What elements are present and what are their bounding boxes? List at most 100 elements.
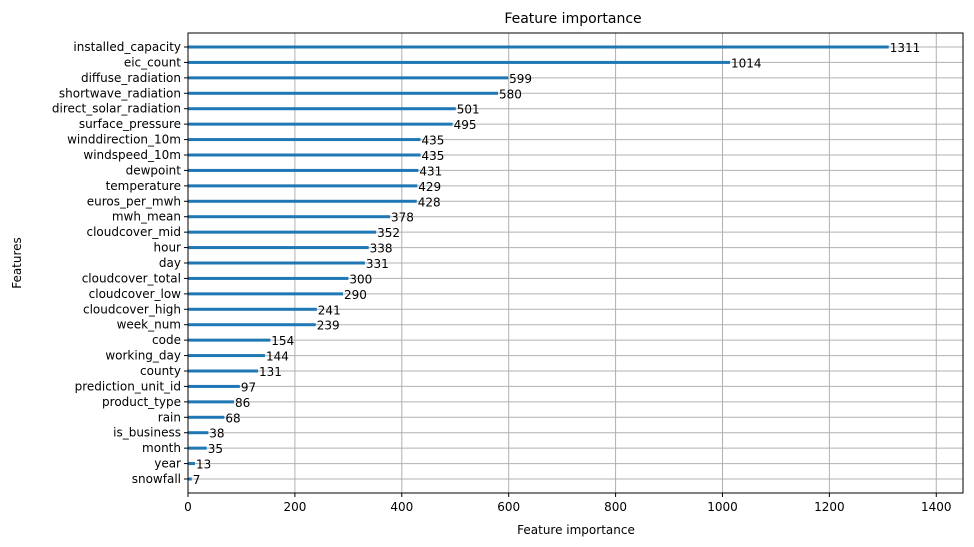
- y-axis-title: Features: [10, 237, 24, 289]
- bar: [188, 431, 209, 435]
- y-tick-label: working_day: [105, 349, 181, 363]
- y-tick-label: county: [140, 364, 181, 378]
- data-label: 429: [418, 180, 441, 194]
- data-label: 13: [196, 458, 211, 472]
- y-tick-label: month: [142, 441, 181, 455]
- y-tick-label: euros_per_mwh: [87, 194, 181, 208]
- bar: [188, 215, 391, 219]
- x-tick-label: 600: [497, 500, 520, 514]
- y-tick-label: is_business: [113, 426, 181, 440]
- data-label: 1014: [731, 56, 762, 70]
- bar: [188, 369, 259, 373]
- bar: [188, 199, 417, 203]
- y-tick-label: surface_pressure: [79, 117, 181, 131]
- data-label: 378: [391, 211, 414, 225]
- bar: [188, 384, 240, 388]
- bar: [188, 91, 498, 95]
- x-axis-title: Feature importance: [517, 523, 635, 537]
- chart-title: Feature importance: [504, 11, 641, 27]
- y-tick-label: cloudcover_total: [82, 271, 181, 285]
- data-label: 580: [499, 87, 522, 101]
- bar: [188, 462, 195, 466]
- data-label: 131: [259, 365, 282, 379]
- data-label: 1311: [890, 41, 921, 55]
- data-labels: 1311101459958050149543543543142942837835…: [193, 41, 921, 487]
- data-label: 431: [419, 164, 442, 178]
- bar: [188, 230, 377, 234]
- x-tick-label: 0: [184, 500, 192, 514]
- data-label: 86: [235, 396, 250, 410]
- bar: [188, 168, 419, 172]
- x-tick-label: 400: [390, 500, 413, 514]
- bar: [188, 292, 343, 296]
- bar: [188, 323, 316, 327]
- bar: [188, 400, 234, 404]
- data-label: 435: [422, 134, 445, 148]
- data-label: 428: [418, 195, 441, 209]
- y-tick-label: rain: [158, 410, 181, 424]
- bar: [188, 261, 365, 265]
- bar: [188, 307, 317, 311]
- bar: [188, 415, 225, 419]
- y-tick-label: eic_count: [124, 55, 181, 69]
- data-label: 290: [344, 288, 367, 302]
- y-tick-label: product_type: [102, 395, 181, 409]
- bar: [188, 153, 421, 157]
- bar: [188, 184, 418, 188]
- bar: [188, 338, 271, 342]
- bar: [188, 60, 730, 64]
- plot-frame: [187, 32, 964, 494]
- y-tick-label: prediction_unit_id: [75, 379, 181, 393]
- y-tick-label: winddirection_10m: [67, 133, 181, 147]
- bar: [188, 246, 369, 250]
- bar: [188, 477, 192, 481]
- data-label: 338: [370, 242, 393, 256]
- y-tick-label: mwh_mean: [112, 210, 181, 224]
- data-label: 144: [266, 350, 289, 364]
- y-tick-label: installed_capacity: [73, 40, 181, 54]
- y-tick-label: cloudcover_high: [83, 302, 181, 316]
- y-tick-label: dewpoint: [126, 163, 182, 177]
- data-label: 97: [241, 380, 256, 394]
- data-label: 241: [318, 303, 341, 317]
- data-label: 300: [349, 272, 372, 286]
- bar: [188, 107, 456, 111]
- data-label: 331: [366, 257, 389, 271]
- x-tick-label: 1200: [814, 500, 845, 514]
- x-tick-label: 200: [283, 500, 306, 514]
- y-tick-label: hour: [154, 241, 182, 255]
- bar: [188, 45, 889, 49]
- y-tick-label: week_num: [117, 318, 181, 332]
- data-label: 599: [509, 72, 532, 86]
- data-label: 352: [377, 226, 400, 240]
- x-tick-label: 800: [604, 500, 627, 514]
- bar: [188, 276, 349, 280]
- y-tick-label: day: [159, 256, 181, 270]
- bar: [188, 446, 207, 450]
- bar: [188, 76, 509, 80]
- data-label: 38: [209, 427, 224, 441]
- x-tick-label: 1000: [707, 500, 738, 514]
- bars: [188, 45, 889, 481]
- x-tick-label: 1400: [921, 500, 952, 514]
- data-label: 35: [208, 442, 223, 456]
- data-label: 154: [271, 334, 294, 348]
- data-label: 68: [225, 411, 240, 425]
- y-tick-label: code: [152, 333, 181, 347]
- data-label: 239: [317, 319, 340, 333]
- y-tick-label: direct_solar_radiation: [52, 102, 181, 116]
- bar: [188, 122, 453, 126]
- y-tick-label: temperature: [106, 179, 181, 193]
- y-tick-label: windspeed_10m: [83, 148, 181, 162]
- y-tick-label: year: [154, 457, 181, 471]
- bar: [188, 354, 265, 358]
- y-tick-label: shortwave_radiation: [59, 86, 181, 100]
- y-tick-label: diffuse_radiation: [81, 71, 181, 85]
- y-tick-label: cloudcover_low: [89, 287, 182, 301]
- data-label: 7: [193, 473, 201, 487]
- x-tick-labels: 0 200 400 600 800 1000 1200 1400: [184, 493, 952, 514]
- bar: [188, 138, 421, 142]
- data-label: 495: [454, 118, 477, 132]
